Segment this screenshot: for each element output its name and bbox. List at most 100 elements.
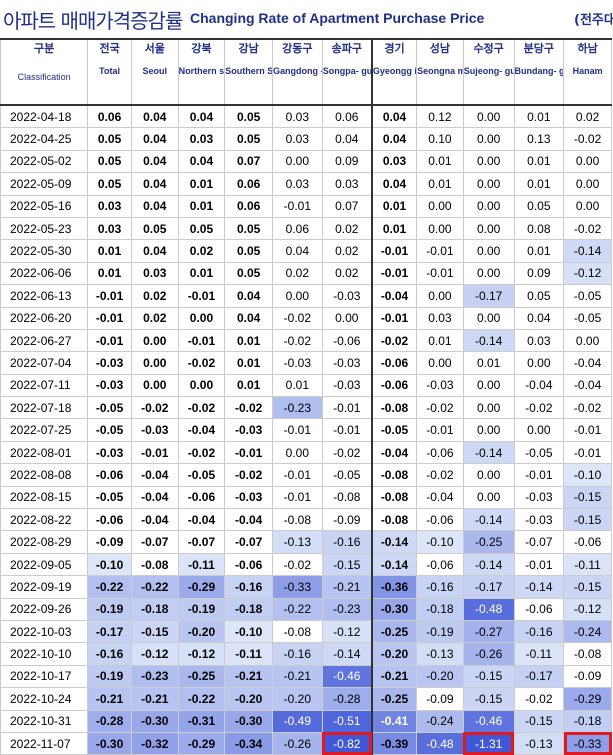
value-cell: 0.05 <box>130 216 179 241</box>
value-cell: 0.00 <box>130 373 179 398</box>
value-cell: -0.10 <box>563 463 612 487</box>
value-cell: -0.39 <box>370 731 418 755</box>
value-cell: 0.01 <box>177 261 226 286</box>
table-row: 2022-05-30 0.01 0.04 0.02 0.05 0.04 0.02 -0.01-… <box>0 239 612 263</box>
column-header: 경기 Gyeongg i-do <box>370 38 418 106</box>
value-cell: -0.11 <box>563 552 612 577</box>
table-row: 2022-05-09 0.05 0.04 0.01 0.06 0.03 0.03 0.04 0.… <box>0 172 612 196</box>
column-header: 강남 Southern Seoul <box>224 38 273 106</box>
value-cell: 0.06 <box>271 216 323 241</box>
value-cell: -0.10 <box>416 530 464 554</box>
value-cell: -0.06 <box>87 463 132 487</box>
value-cell: -0.21 <box>271 664 323 689</box>
date-cell: 2022-10-17 <box>0 664 89 689</box>
value-cell: 0.03 <box>416 306 464 330</box>
value-cell: -0.22 <box>130 575 179 599</box>
value-cell: 0.05 <box>513 284 565 308</box>
value-cell: 0.01 <box>177 194 226 218</box>
column-header-english: Southern Seoul <box>225 66 272 76</box>
value-cell: -0.03 <box>513 485 565 510</box>
value-cell: -0.24 <box>563 619 612 644</box>
value-cell: -0.03 <box>87 373 132 398</box>
value-cell: 0.04 <box>130 104 179 129</box>
value-cell: -0.16 <box>87 642 132 666</box>
column-header-english: Bundang- gu <box>514 66 563 76</box>
value-cell: -0.08 <box>130 552 179 577</box>
value-cell: -0.12 <box>563 261 612 286</box>
date-cell: 2022-08-01 <box>0 440 89 465</box>
value-cell: 0.01 <box>416 172 464 196</box>
value-cell: 0.05 <box>224 239 273 263</box>
value-cell: -0.19 <box>416 619 464 644</box>
value-cell: -0.02 <box>271 552 323 577</box>
value-cell: 0.01 <box>87 261 132 286</box>
value-cell: -0.26 <box>462 642 515 666</box>
value-cell: -0.06 <box>416 440 464 465</box>
value-cell: -0.01 <box>87 328 132 353</box>
value-cell: -0.13 <box>271 530 323 554</box>
column-header-english: Gangdong -gu <box>272 66 321 76</box>
table-row: 2022-07-18 -0.05 -0.02 -0.02 -0.02 -0.23 -0.01… <box>0 396 612 420</box>
value-cell: 0.13 <box>513 127 565 151</box>
value-cell: 0.08 <box>513 216 565 241</box>
value-cell: 0.05 <box>224 104 273 129</box>
value-cell: -0.08 <box>370 463 418 487</box>
value-cell: -0.02 <box>177 351 226 375</box>
value-cell: -0.30 <box>87 731 132 755</box>
value-cell: -0.14 <box>563 239 612 263</box>
value-cell: 0.00 <box>130 328 179 353</box>
value-cell: -0.10 <box>87 552 132 577</box>
value-cell: 0.00 <box>462 418 515 442</box>
column-header: 송파구 Songpa- gu <box>321 38 373 106</box>
date-cell: 2022-10-24 <box>0 687 89 711</box>
value-cell: -0.20 <box>416 664 464 689</box>
title-english: Changing Rate of Apartment Purchase Pric… <box>190 10 485 26</box>
date-cell: 2022-10-03 <box>0 619 89 644</box>
value-cell: 0.00 <box>177 306 226 330</box>
table-row: 2022-05-02 0.05 0.04 0.04 0.07 0.00 0.09 0.03 0.… <box>0 149 612 174</box>
value-cell: 0.02 <box>271 261 323 286</box>
date-cell: 2022-06-06 <box>0 261 89 286</box>
value-cell: -0.02 <box>271 328 323 353</box>
value-cell: -0.34 <box>224 731 273 755</box>
value-cell: -0.04 <box>563 373 612 398</box>
value-cell: 0.04 <box>321 127 373 151</box>
value-cell: 0.05 <box>177 216 226 241</box>
column-header-korean: 분당구 <box>523 42 555 55</box>
value-cell: -0.03 <box>321 351 373 375</box>
table-row: 2022-10-03 -0.17 -0.15 -0.20 -0.10 -0.08 -0.12… <box>0 619 612 644</box>
value-cell: -0.21 <box>370 664 418 689</box>
value-cell: 0.09 <box>513 261 565 286</box>
value-cell: -0.12 <box>177 642 226 666</box>
value-cell: -0.20 <box>370 642 418 666</box>
value-cell: 0.01 <box>224 351 273 375</box>
value-cell: 0.05 <box>87 172 132 196</box>
column-header: 구분 Classification <box>0 38 89 106</box>
value-cell: -1.31 <box>462 731 515 755</box>
value-cell: -0.03 <box>130 418 179 442</box>
value-cell: -0.02 <box>370 328 418 353</box>
title-bar: 아파트 매매가격증감률 Changing Rate of Apartment P… <box>0 0 613 38</box>
value-cell: -0.36 <box>370 575 418 599</box>
value-cell: -0.29 <box>177 731 226 755</box>
value-cell: -0.02 <box>563 127 612 151</box>
column-header-korean: 성남 <box>429 42 451 55</box>
value-cell: -0.14 <box>462 440 515 465</box>
date-cell: 2022-07-11 <box>0 373 89 398</box>
column-header-english: Gyeongg i-do <box>372 66 416 76</box>
value-cell: 0.04 <box>130 194 179 218</box>
table-row: 2022-10-24 -0.21 -0.21 -0.22 -0.20 -0.20 -0.28… <box>0 687 612 711</box>
date-cell: 2022-09-05 <box>0 552 89 577</box>
value-cell: 0.00 <box>462 194 515 218</box>
value-cell: 0.00 <box>271 440 323 465</box>
date-cell: 2022-06-20 <box>0 306 89 330</box>
value-cell: -0.14 <box>462 328 515 353</box>
date-cell: 2022-06-13 <box>0 284 89 308</box>
value-cell: -0.25 <box>177 664 226 689</box>
value-cell: 0.04 <box>370 127 418 151</box>
value-cell: 0.01 <box>416 149 464 174</box>
value-cell: -0.09 <box>416 687 464 711</box>
value-cell: -0.14 <box>370 530 418 554</box>
value-cell: -0.08 <box>563 642 612 666</box>
date-cell: 2022-08-22 <box>0 508 89 532</box>
